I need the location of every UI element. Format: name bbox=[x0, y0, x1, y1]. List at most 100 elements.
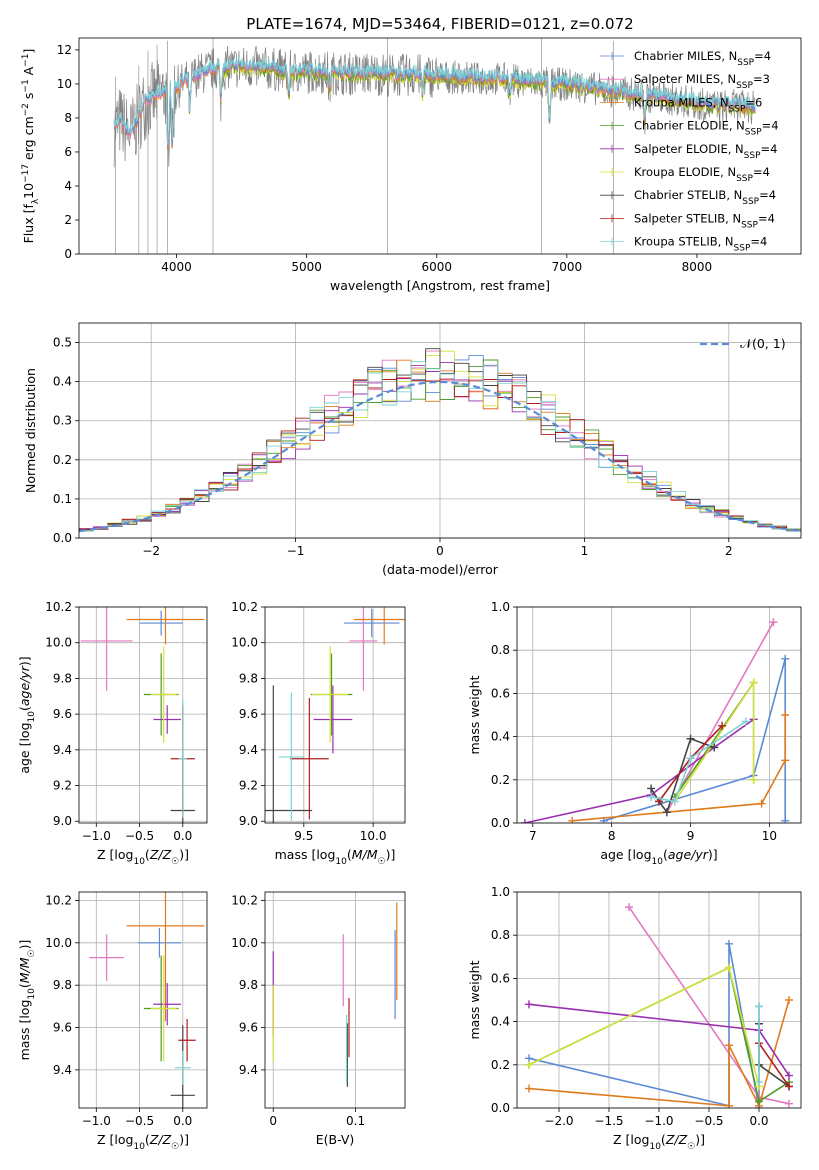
weight-point bbox=[525, 1060, 533, 1069]
y-tick-label: 9.0 bbox=[239, 814, 258, 828]
y-tick-label: 0.2 bbox=[53, 453, 72, 467]
x-tick-label: 9 bbox=[687, 829, 695, 843]
weight-point bbox=[755, 1078, 763, 1087]
weight-point bbox=[781, 711, 790, 719]
x-tick-label: −1.5 bbox=[594, 1114, 623, 1128]
y-tick-label: 6 bbox=[64, 145, 72, 159]
y-tick-label: 0.6 bbox=[491, 971, 510, 985]
weight-point bbox=[520, 819, 529, 823]
y-tick-label: 0.4 bbox=[53, 375, 72, 389]
y-tick-label: 9.4 bbox=[53, 1063, 72, 1077]
normal-curve bbox=[79, 380, 801, 533]
y-tick-label: 9.8 bbox=[239, 671, 258, 685]
axes-frame bbox=[78, 891, 208, 1109]
x-tick-label: 7 bbox=[529, 829, 537, 843]
panel-residuals: −2 −1 0 1 2 0.0 0.1 0.2 0.3 0.4 0.5 (data-model)/er… bbox=[23, 322, 802, 577]
legend-entry: Chabrier STELIB, NSSP=4 bbox=[634, 188, 776, 207]
x-tick-label: −1.0 bbox=[82, 1114, 111, 1128]
x-axis-label: Z [log10(Z/Z☉)] bbox=[97, 847, 189, 867]
plot-area bbox=[520, 618, 790, 823]
x-axis-label: mass [log10(M/M☉)] bbox=[275, 847, 396, 867]
weight-point bbox=[785, 1082, 793, 1091]
y-tick-label: 10.0 bbox=[45, 936, 72, 950]
y-tick-label: 0.8 bbox=[491, 928, 510, 942]
x-tick-label: −0.5 bbox=[125, 1114, 154, 1128]
y-tick-label: 10.2 bbox=[45, 893, 72, 907]
x-tick-label: 0 bbox=[269, 1114, 277, 1128]
x-tick-label: 2 bbox=[725, 544, 733, 558]
legend-entry: 𝒩(0, 1) bbox=[740, 336, 786, 351]
axes-frame bbox=[78, 322, 802, 539]
y-tick-label: 8 bbox=[64, 111, 72, 125]
x-tick-label: −1.0 bbox=[644, 1114, 673, 1128]
legend-entry: Salpeter ELODIE, NSSP=4 bbox=[634, 142, 777, 161]
weight-point bbox=[785, 996, 793, 1004]
legend-entry: Kroupa MILES, NSSP=6 bbox=[634, 95, 762, 114]
histogram-step bbox=[79, 361, 801, 534]
x-tick-label: 1 bbox=[581, 544, 589, 558]
weight-line bbox=[650, 720, 747, 803]
weight-point bbox=[725, 1101, 733, 1108]
panel-weight-vs-age: 7 8 9 10 0.0 0.2 0.4 0.6 0.8 1.0 age [log10(age/yr… bbox=[467, 600, 802, 867]
weight-point bbox=[670, 797, 679, 806]
x-tick-label: −0.5 bbox=[694, 1114, 723, 1128]
x-axis-label: age [log10(age/yr)] bbox=[600, 847, 717, 867]
panel-mass-vs-ebv: 0 0.1 9.4 9.6 9.8 10.0 10.2 E(B-V) bbox=[231, 891, 406, 1147]
y-tick-label: 0.2 bbox=[491, 773, 510, 787]
x-tick-label: 0.0 bbox=[173, 1114, 192, 1128]
weight-point bbox=[781, 654, 790, 663]
weight-point bbox=[725, 1041, 733, 1050]
weight-point bbox=[785, 1099, 793, 1108]
panel-spectrum: 4000 5000 6000 7000 8000 0 2 4 6 8 10 12 wavelength … bbox=[21, 37, 802, 293]
y-tick-label: 4 bbox=[64, 179, 72, 193]
x-tick-label: 10 bbox=[762, 829, 777, 843]
y-tick-label: 9.8 bbox=[53, 671, 72, 685]
y-tick-label: 0.4 bbox=[491, 730, 510, 744]
x-tick-label: 8 bbox=[608, 829, 616, 843]
plot-area bbox=[89, 892, 205, 1108]
x-tick-label: 9.5 bbox=[294, 829, 313, 843]
weight-point bbox=[718, 721, 727, 730]
y-axis-label: mass weight bbox=[467, 675, 482, 754]
legend-entry: Kroupa ELODIE, NSSP=4 bbox=[634, 165, 770, 184]
plot-area bbox=[79, 348, 801, 534]
weight-point bbox=[741, 717, 750, 726]
plot-area bbox=[272, 902, 398, 1087]
x-tick-label: 10.0 bbox=[360, 829, 387, 843]
y-tick-label: 12 bbox=[57, 43, 72, 57]
y-tick-label: 0.6 bbox=[491, 686, 510, 700]
y-tick-label: 9.6 bbox=[239, 1021, 258, 1035]
y-tick-label: 0.2 bbox=[491, 1058, 510, 1072]
figure-title: PLATE=1674, MJD=53464, FIBERID=0121, z=0… bbox=[246, 15, 633, 33]
axes-frame bbox=[264, 891, 406, 1109]
y-tick-label: 1.0 bbox=[491, 885, 510, 899]
axes-frame bbox=[516, 606, 802, 824]
legend: Chabrier MILES, NSSP=4 Salpeter MILES, NS… bbox=[600, 49, 779, 254]
weight-point bbox=[725, 963, 733, 972]
x-tick-label: 7000 bbox=[552, 260, 583, 274]
x-tick-label: −1 bbox=[287, 544, 305, 558]
panel-age-vs-Z: −1.0 −0.5 0.0 9.0 9.2 9.4 9.6 9.8 10.0 10.2 Z [log… bbox=[17, 600, 208, 867]
model-spectrum-line bbox=[113, 55, 756, 145]
weight-line bbox=[666, 621, 775, 813]
y-tick-label: 0.0 bbox=[53, 531, 72, 545]
y-tick-label: 0.5 bbox=[53, 336, 72, 350]
y-tick-label: 0.8 bbox=[491, 643, 510, 657]
weight-point bbox=[625, 903, 633, 912]
observed-spectrum-line bbox=[113, 45, 756, 168]
y-tick-label: 9.4 bbox=[53, 743, 72, 757]
weight-point bbox=[757, 799, 766, 808]
x-tick-label: 5000 bbox=[291, 260, 322, 274]
weight-point bbox=[781, 756, 790, 765]
y-tick-label: 1.0 bbox=[491, 600, 510, 614]
x-tick-label: 8000 bbox=[682, 260, 713, 274]
axes-frame bbox=[78, 37, 802, 255]
weight-point bbox=[749, 775, 758, 784]
model-spectrum-line bbox=[113, 57, 756, 147]
panel-age-vs-mass: 9.5 10.0 9.0 9.2 9.4 9.6 9.8 10.0 10.2 mass [log1… bbox=[231, 600, 406, 867]
axes-frame bbox=[264, 606, 406, 824]
weight-point bbox=[647, 793, 656, 802]
x-tick-label: 4000 bbox=[161, 260, 192, 274]
legend-entry: Chabrier MILES, NSSP=4 bbox=[634, 49, 771, 68]
y-tick-label: 2 bbox=[64, 213, 72, 227]
